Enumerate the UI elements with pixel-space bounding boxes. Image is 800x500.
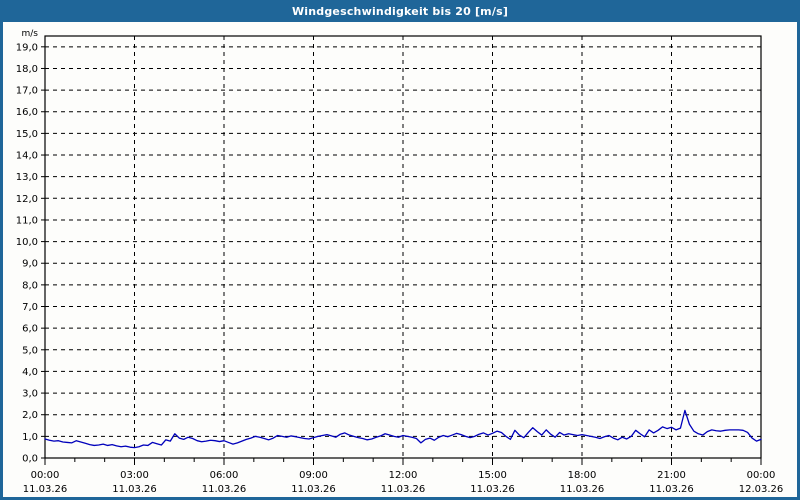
x-axis-time-label: 12:00	[389, 470, 418, 481]
x-axis-date-label: 11.03.26	[381, 484, 426, 495]
window-titlebar: Windgeschwindigkeit bis 20 [m/s]	[0, 0, 800, 22]
y-axis-unit-label: m/s	[22, 29, 39, 39]
x-axis-time-label: 00:00	[747, 470, 776, 481]
y-axis-tick-label: 8,0	[22, 280, 38, 291]
x-axis-time-label: 15:00	[478, 470, 507, 481]
x-axis-time-label: 09:00	[299, 470, 328, 481]
y-axis-tick-label: 0,0	[22, 454, 38, 465]
y-axis-tick-label: 15,0	[16, 129, 38, 140]
y-axis-tick-label: 13,0	[16, 172, 38, 183]
x-axis-date-label: 11.03.26	[202, 484, 247, 495]
y-axis-labels: 0,0 1,0 2,0 3,0 4,0 5,0 6,0 7,0 8,0 9,0 10,0 11,0 12…	[16, 42, 38, 464]
x-axis-time-label: 18:00	[568, 470, 597, 481]
y-axis-tick-label: 9,0	[22, 259, 38, 270]
y-axis-tick-label: 2,0	[22, 410, 38, 421]
wind-speed-line-chart: 0,0 1,0 2,0 3,0 4,0 5,0 6,0 7,0 8,0 9,0 10,0 11,0 12…	[16, 29, 784, 495]
x-axis-date-label: 12.03.26	[739, 484, 784, 495]
y-axis-tick-label: 7,0	[22, 302, 38, 313]
x-axis-date-label: 11.03.26	[649, 484, 694, 495]
axis-ticks	[41, 46, 762, 465]
y-axis-tick-label: 4,0	[22, 367, 38, 378]
x-axis-time-label: 00:00	[31, 470, 60, 481]
x-axis-date-label: 11.03.26	[291, 484, 336, 495]
y-axis-tick-label: 3,0	[22, 389, 38, 400]
y-axis-tick-label: 11,0	[16, 215, 38, 226]
x-axis-date-label: 11.03.26	[560, 484, 605, 495]
chart-plot-area: 0,0 1,0 2,0 3,0 4,0 5,0 6,0 7,0 8,0 9,0 10,0 11,0 12…	[3, 22, 797, 497]
y-axis-tick-label: 10,0	[16, 237, 38, 248]
y-axis-tick-label: 16,0	[16, 107, 38, 118]
series-line-windgeschwindigkeit	[44, 409, 762, 449]
y-axis-unit: m/s	[22, 29, 39, 39]
y-axis-tick-label: 5,0	[22, 345, 38, 356]
window-title: Windgeschwindigkeit bis 20 [m/s]	[291, 4, 509, 18]
x-axis-labels: 00:00 11.03.26 03:00 11.03.26 06:00 11.03.26 0…	[23, 470, 784, 495]
grid-layer	[45, 36, 761, 458]
x-axis-date-label: 11.03.26	[470, 484, 515, 495]
x-axis-date-label: 11.03.26	[112, 484, 157, 495]
x-axis-time-label: 21:00	[657, 470, 686, 481]
x-axis-date-label: 11.03.26	[23, 484, 68, 495]
y-axis-tick-label: 17,0	[16, 86, 38, 97]
y-axis-tick-label: 14,0	[16, 151, 38, 162]
x-axis-time-label: 03:00	[120, 470, 149, 481]
series-layer	[44, 409, 762, 449]
y-axis-tick-label: 12,0	[16, 194, 38, 205]
x-axis-time-label: 06:00	[210, 470, 239, 481]
y-axis-tick-label: 18,0	[16, 64, 38, 75]
y-axis-tick-label: 1,0	[22, 432, 38, 443]
y-axis-tick-label: 19,0	[16, 42, 38, 53]
y-axis-tick-label: 6,0	[22, 324, 38, 335]
